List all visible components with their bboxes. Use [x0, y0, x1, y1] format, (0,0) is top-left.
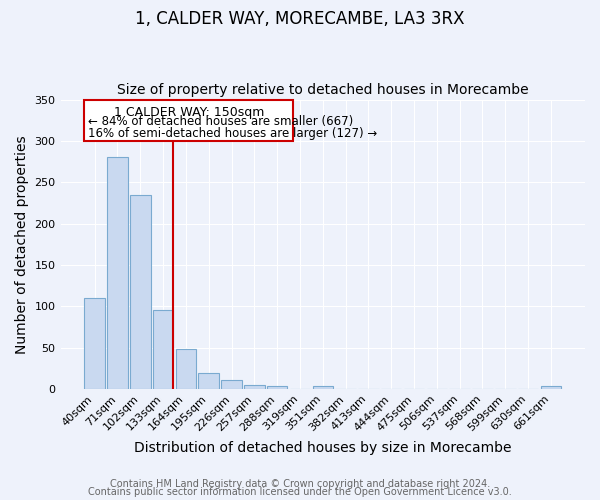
Text: 1 CALDER WAY: 150sqm: 1 CALDER WAY: 150sqm — [113, 106, 264, 119]
X-axis label: Distribution of detached houses by size in Morecambe: Distribution of detached houses by size … — [134, 441, 512, 455]
Bar — [107, 158, 128, 389]
Bar — [153, 310, 173, 389]
Text: Contains HM Land Registry data © Crown copyright and database right 2024.: Contains HM Land Registry data © Crown c… — [110, 479, 490, 489]
Bar — [85, 298, 105, 389]
Text: 1, CALDER WAY, MORECAMBE, LA3 3RX: 1, CALDER WAY, MORECAMBE, LA3 3RX — [135, 10, 465, 28]
Bar — [199, 373, 219, 389]
Bar — [130, 194, 151, 389]
Text: Contains public sector information licensed under the Open Government Licence v3: Contains public sector information licen… — [88, 487, 512, 497]
Bar — [85, 100, 293, 141]
Title: Size of property relative to detached houses in Morecambe: Size of property relative to detached ho… — [117, 83, 529, 97]
Bar — [313, 386, 333, 389]
Bar — [541, 386, 561, 389]
Bar — [221, 380, 242, 389]
Bar — [176, 349, 196, 389]
Y-axis label: Number of detached properties: Number of detached properties — [15, 135, 29, 354]
Bar — [244, 384, 265, 389]
Bar — [267, 386, 287, 389]
Text: 16% of semi-detached houses are larger (127) →: 16% of semi-detached houses are larger (… — [88, 127, 377, 140]
Text: ← 84% of detached houses are smaller (667): ← 84% of detached houses are smaller (66… — [88, 116, 353, 128]
